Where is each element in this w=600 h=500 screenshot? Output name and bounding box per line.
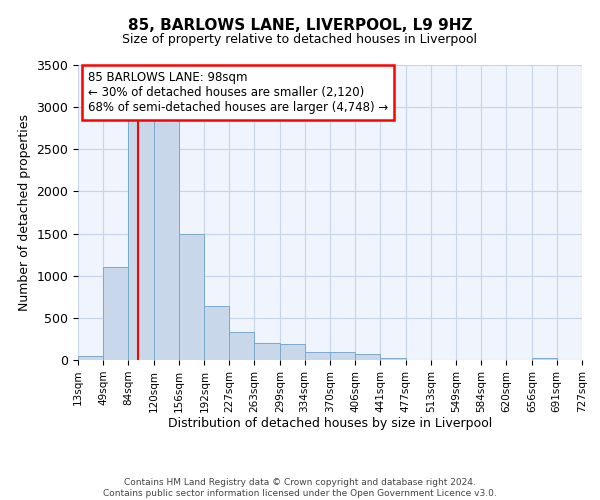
Text: Size of property relative to detached houses in Liverpool: Size of property relative to detached ho… [122, 32, 478, 46]
Bar [330, 352, 355, 360]
Bar [78, 356, 103, 360]
Bar [229, 332, 254, 360]
Text: 85 BARLOWS LANE: 98sqm
← 30% of detached houses are smaller (2,120)
68% of semi-: 85 BARLOWS LANE: 98sqm ← 30% of detached… [88, 71, 388, 114]
Bar [128, 112, 154, 360]
Bar [179, 234, 205, 360]
Bar [305, 352, 330, 360]
Bar [154, 112, 179, 360]
Bar [355, 354, 380, 360]
Text: Contains HM Land Registry data © Crown copyright and database right 2024.
Contai: Contains HM Land Registry data © Crown c… [103, 478, 497, 498]
Bar [532, 358, 557, 360]
Bar [280, 344, 305, 360]
Y-axis label: Number of detached properties: Number of detached properties [18, 114, 31, 311]
Bar [380, 358, 406, 360]
Bar [254, 343, 280, 360]
Bar [103, 268, 128, 360]
Text: 85, BARLOWS LANE, LIVERPOOL, L9 9HZ: 85, BARLOWS LANE, LIVERPOOL, L9 9HZ [128, 18, 472, 32]
X-axis label: Distribution of detached houses by size in Liverpool: Distribution of detached houses by size … [168, 418, 492, 430]
Bar [205, 306, 229, 360]
